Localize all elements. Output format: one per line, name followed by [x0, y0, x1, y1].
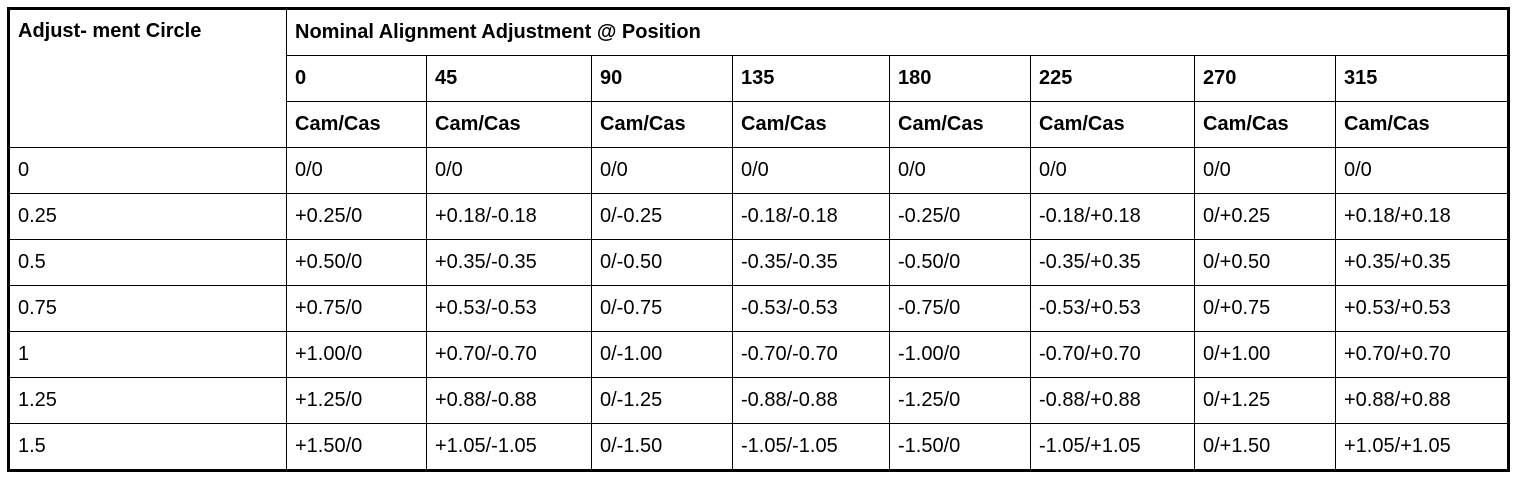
table-cell: 0/-0.75 — [591, 285, 733, 332]
table-cell: +0.35/+0.35 — [1334, 239, 1510, 286]
position-header: 315 — [1334, 55, 1510, 102]
unit-header: Cam/Cas — [889, 101, 1031, 148]
table-cell: 0/+1.00 — [1194, 331, 1336, 378]
row-label: 1.25 — [8, 377, 287, 424]
table-cell: +1.05/-1.05 — [426, 423, 592, 471]
table-cell: -0.75/0 — [889, 285, 1031, 332]
row-label: 0.25 — [8, 193, 287, 240]
table-cell: +1.25/0 — [286, 377, 427, 424]
table-cell: 0/+1.25 — [1194, 377, 1336, 424]
table-cell: +0.70/+0.70 — [1334, 331, 1510, 378]
table-cell: -1.05/+1.05 — [1030, 423, 1195, 471]
unit-header: Cam/Cas — [426, 101, 592, 148]
table-cell: -1.00/0 — [889, 331, 1031, 378]
table-cell: +0.88/+0.88 — [1334, 377, 1510, 424]
position-header: 135 — [732, 55, 890, 102]
table-cell: -0.70/+0.70 — [1030, 331, 1195, 378]
table-cell: -0.88/+0.88 — [1030, 377, 1195, 424]
table-cell: 0/-1.00 — [591, 331, 733, 378]
table-cell: +1.00/0 — [286, 331, 427, 378]
table-row: Adjust- ment Circle Nominal Alignment Adj… — [8, 8, 1510, 148]
table-cell: +0.75/0 — [286, 285, 427, 332]
table-cell: 0/+0.50 — [1194, 239, 1336, 286]
table-cell: -1.25/0 — [889, 377, 1031, 424]
table-cell: +0.25/0 — [286, 193, 427, 240]
table-cell: -1.05/-1.05 — [732, 423, 890, 471]
position-header: 0 — [286, 55, 427, 102]
table-cell: 0/-1.50 — [591, 423, 733, 471]
alignment-table: Adjust- ment Circle Nominal Alignment Adj… — [7, 7, 1511, 472]
table-cell: -0.18/-0.18 — [732, 193, 890, 240]
table-cell: +0.70/-0.70 — [426, 331, 592, 378]
table-cell: +0.35/-0.35 — [426, 239, 592, 286]
table-cell: 0/-1.25 — [591, 377, 733, 424]
table-cell: -0.70/-0.70 — [732, 331, 890, 378]
table-cell: -0.35/+0.35 — [1030, 239, 1195, 286]
row-label: 1 — [8, 331, 287, 378]
table-cell: 0/+0.25 — [1194, 193, 1336, 240]
table-row: 0.25 +0.25/0 +0.18/-0.18 0/-0.25 -0.18/-0.18… — [8, 193, 1510, 240]
unit-header: Cam/Cas — [732, 101, 890, 148]
table-cell: 0/0 — [286, 147, 427, 194]
position-header: 90 — [591, 55, 733, 102]
table-cell: 0/+1.50 — [1194, 423, 1336, 471]
table-cell: +0.53/-0.53 — [426, 285, 592, 332]
unit-header: Cam/Cas — [1030, 101, 1195, 148]
table-row: 0.75 +0.75/0 +0.53/-0.53 0/-0.75 -0.53/-0.53… — [8, 285, 1510, 332]
row-label: 0.75 — [8, 285, 287, 332]
row-label: 0 — [8, 147, 287, 194]
table-cell: +0.50/0 — [286, 239, 427, 286]
table-cell: -1.50/0 — [889, 423, 1031, 471]
table-cell: +1.05/+1.05 — [1334, 423, 1510, 471]
table-row: 0 0/0 0/0 0/0 0/0 0/0 0/0 0/0 0/0 — [8, 147, 1510, 194]
table-cell: -0.18/+0.18 — [1030, 193, 1195, 240]
row-label: 1.5 — [8, 423, 287, 471]
table-cell: 0/-0.50 — [591, 239, 733, 286]
corner-header: Adjust- ment Circle — [8, 8, 287, 148]
unit-header: Cam/Cas — [1194, 101, 1336, 148]
position-header: 180 — [889, 55, 1031, 102]
table-row: 1.5 +1.50/0 +1.05/-1.05 0/-1.50 -1.05/-1.05-… — [8, 423, 1510, 471]
table-cell: -0.50/0 — [889, 239, 1031, 286]
table-row: 1 +1.00/0 +0.70/-0.70 0/-1.00 -0.70/-0.70 -1.… — [8, 331, 1510, 378]
table-cell: 0/-0.25 — [591, 193, 733, 240]
table-cell: -0.25/0 — [889, 193, 1031, 240]
row-label: 0.5 — [8, 239, 287, 286]
table-cell: 0/0 — [591, 147, 733, 194]
position-header: 270 — [1194, 55, 1336, 102]
table-cell: 0/+0.75 — [1194, 285, 1336, 332]
position-header: 45 — [426, 55, 592, 102]
table-cell: 0/0 — [1194, 147, 1336, 194]
table-row: 1.25 +1.25/0 +0.88/-0.88 0/-1.25 -0.88/-0.88… — [8, 377, 1510, 424]
table-row: 0 45 90 135 180 225 270 315 — [9, 55, 1510, 102]
group-header: Nominal Alignment Adjustment @ Position — [285, 8, 1510, 56]
table-cell: -0.53/+0.53 — [1030, 285, 1195, 332]
table-cell: +0.18/+0.18 — [1334, 193, 1510, 240]
table-row: 0.5 +0.50/0 +0.35/-0.35 0/-0.50 -0.35/-0.35-… — [8, 239, 1510, 286]
table-cell: 0/0 — [1030, 147, 1195, 194]
table-cell: -0.88/-0.88 — [732, 377, 890, 424]
table-cell: 0/0 — [732, 147, 890, 194]
table-cell: +1.50/0 — [286, 423, 427, 471]
position-header: 225 — [1030, 55, 1195, 102]
table-cell: +0.18/-0.18 — [426, 193, 592, 240]
unit-header: Cam/Cas — [591, 101, 733, 148]
table-cell: -0.53/-0.53 — [732, 285, 890, 332]
table-cell: +0.88/-0.88 — [426, 377, 592, 424]
unit-header: Cam/Cas — [286, 101, 427, 148]
unit-header: Cam/Cas — [1334, 101, 1510, 148]
table-cell: 0/0 — [1334, 147, 1510, 194]
table-cell: 0/0 — [889, 147, 1031, 194]
table-cell: 0/0 — [426, 147, 592, 194]
table-cell: -0.35/-0.35 — [732, 239, 890, 286]
table-cell: +0.53/+0.53 — [1334, 285, 1510, 332]
table-body: Adjust- ment Circle Nominal Alignment Adj… — [8, 8, 1510, 471]
